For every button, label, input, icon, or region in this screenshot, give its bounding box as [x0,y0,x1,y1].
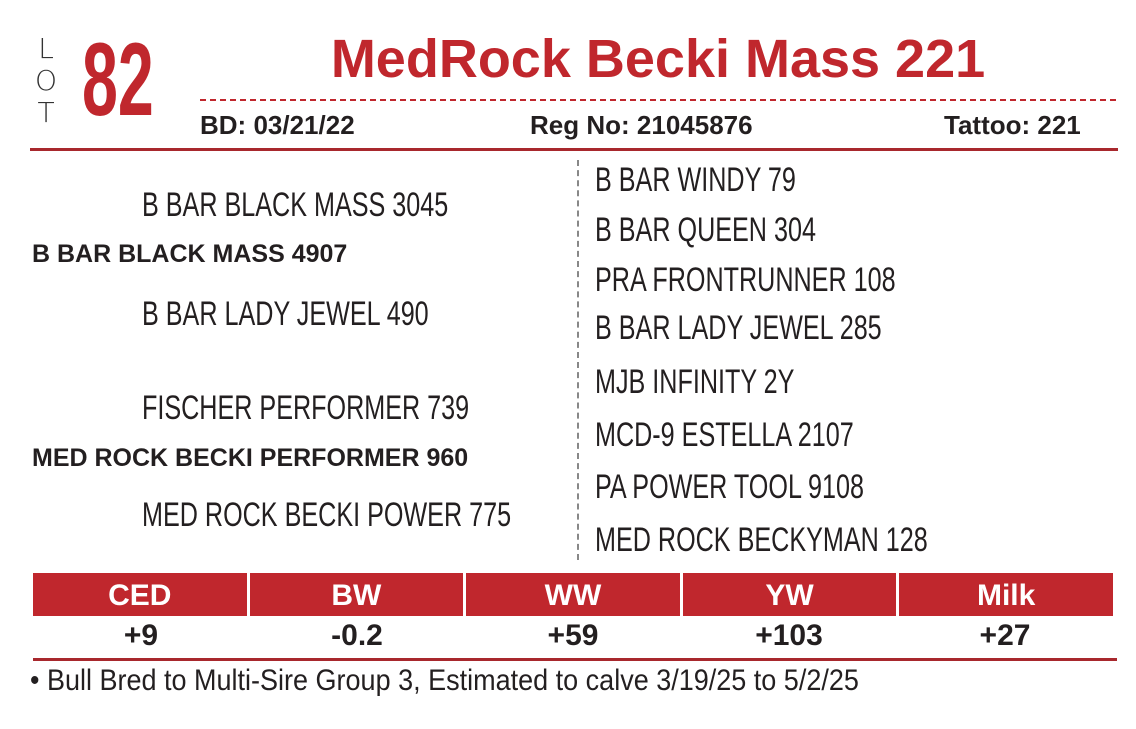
third-gen-ancestor: PA POWER TOOL 9108 [595,468,864,506]
tattoo-value: 221 [1037,110,1081,140]
breeding-note: • Bull Bred to Multi-Sire Group 3, Estim… [30,664,859,697]
sire: B BAR BLACK MASS 4907 [32,240,348,268]
lot-number: 82 [82,22,154,138]
third-gen-ancestor: MJB INFINITY 2Y [595,363,795,401]
epd-header: BW [249,573,467,616]
birth-date: BD: 03/21/22 [200,110,355,141]
third-gen-ancestor: MED ROCK BECKYMAN 128 [595,521,928,559]
registration: Reg No: 21045876 [530,110,753,141]
lot-letter: O [34,64,58,97]
lot-letter: T [37,96,55,129]
epd-value-row: +9 -0.2 +59 +103 +27 [33,616,1113,656]
sire-dam: B BAR LADY JEWEL 490 [142,295,429,333]
reg-label: Reg No: [530,110,630,140]
epd-header-row: CED BW WW YW Milk [33,573,1113,616]
dam-dam: MED ROCK BECKI POWER 775 [142,496,512,534]
third-gen-ancestor: PRA FRONTRUNNER 108 [595,261,896,299]
dam: MED ROCK BECKI PERFORMER 960 [32,444,469,472]
tattoo-label: Tattoo: [944,110,1031,140]
epd-header: YW [682,573,900,616]
dam-sire: FISCHER PERFORMER 739 [142,389,470,427]
sire-sire: B BAR BLACK MASS 3045 [142,186,449,224]
third-gen-ancestor: B BAR LADY JEWEL 285 [595,309,882,347]
epd-value: +59 [547,619,599,652]
bd-value: 03/21/22 [253,110,355,140]
lot-letter: L [38,32,54,65]
epd-table: CED BW WW YW Milk +9 -0.2 +59 +103 +27 [33,573,1113,656]
epd-value: +103 [755,619,823,652]
tattoo: Tattoo: 221 [944,110,1081,141]
reg-value: 21045876 [636,110,753,140]
epd-header: CED [33,573,250,616]
header-rule [30,148,1118,151]
epd-value: +27 [979,619,1031,652]
epd-value: -0.2 [331,619,383,652]
epd-header: Milk [899,573,1113,616]
third-gen-ancestor: B BAR QUEEN 304 [595,211,816,249]
epd-value: +9 [123,619,159,652]
pedigree-divider [577,160,579,560]
dashed-divider [200,99,1116,101]
animal-name: MedRock Becki Mass 221 [330,29,986,89]
footer-rule [33,658,1117,661]
epd-header: WW [466,573,683,616]
third-gen-ancestor: MCD-9 ESTELLA 2107 [595,416,854,454]
bd-label: BD: [200,110,247,140]
third-gen-ancestor: B BAR WINDY 79 [595,161,796,199]
